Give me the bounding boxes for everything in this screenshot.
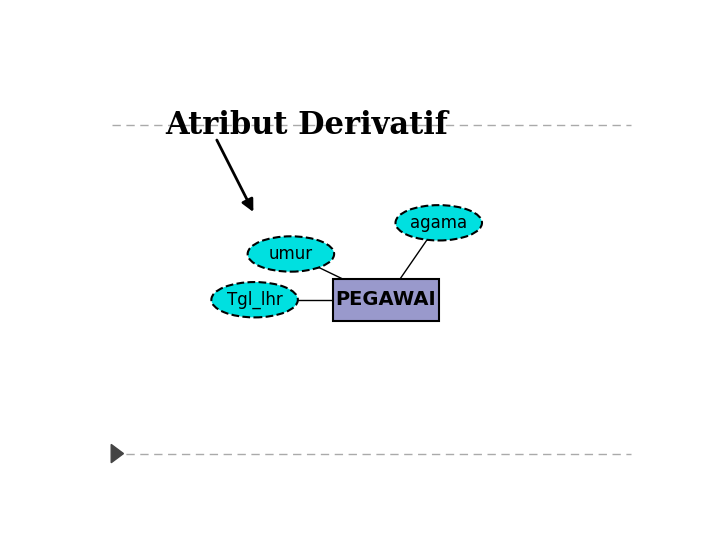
Text: agama: agama bbox=[410, 214, 467, 232]
Text: umur: umur bbox=[269, 245, 313, 263]
Ellipse shape bbox=[395, 205, 482, 240]
Text: Atribut Derivatif: Atribut Derivatif bbox=[166, 110, 449, 140]
Polygon shape bbox=[111, 444, 124, 463]
Ellipse shape bbox=[212, 282, 298, 318]
Text: Tgl_lhr: Tgl_lhr bbox=[227, 291, 282, 309]
Ellipse shape bbox=[248, 237, 334, 272]
Text: PEGAWAI: PEGAWAI bbox=[336, 290, 436, 309]
FancyBboxPatch shape bbox=[333, 279, 438, 321]
